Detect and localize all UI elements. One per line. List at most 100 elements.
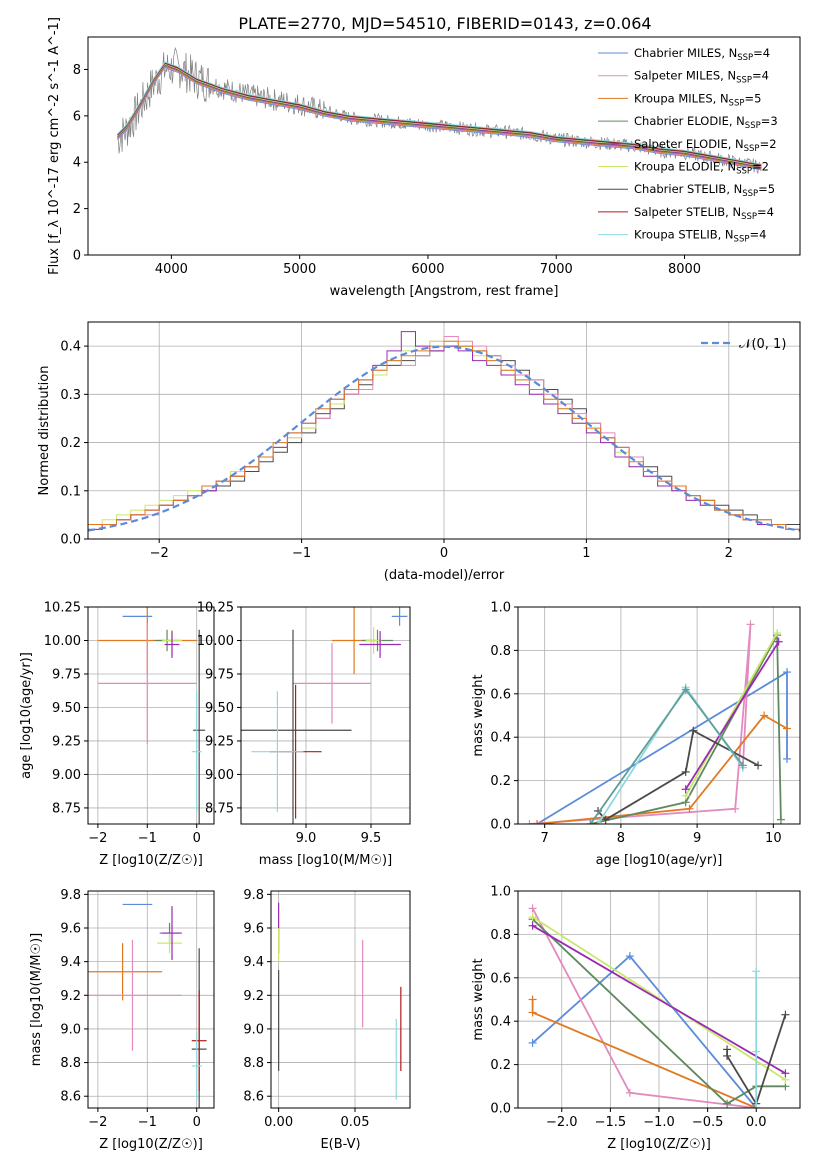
legend-count: =4 — [752, 69, 769, 83]
legend-label: Chabrier MILES, NSSP=4 — [634, 46, 770, 63]
plus-marker — [723, 1099, 732, 1108]
plus-marker — [594, 820, 603, 824]
plus-marker — [625, 952, 634, 961]
y-tick-label: 0.0 — [490, 1102, 511, 1117]
x-axis-label: Z [log10(Z/Z☉)] — [99, 853, 203, 868]
y-tick-label: 10.00 — [44, 634, 81, 649]
y-axis-label: mass weight — [471, 674, 486, 756]
y-tick-label: 9.50 — [52, 701, 81, 716]
x-tick-label: −1.5 — [595, 1115, 627, 1130]
plus-marker — [586, 820, 595, 824]
axes-frame — [87, 606, 215, 825]
x-tick-label: 8 — [617, 831, 625, 846]
x-tick-label: 5000 — [283, 262, 316, 277]
error-bar-point — [97, 623, 197, 744]
error-bar-point — [251, 691, 304, 812]
y-tick-label: 8.75 — [205, 801, 234, 816]
y-tick-label: 1.0 — [490, 885, 511, 900]
y-axis-label: Flux [f_λ 10^-17 erg cm^-2 s^-1 A^-1] — [47, 17, 62, 275]
x-tick-label: −1.0 — [643, 1115, 675, 1130]
y-tick-label: 9.50 — [205, 701, 234, 716]
plus-marker — [723, 1051, 732, 1060]
model-line — [117, 65, 762, 169]
plus-marker — [681, 785, 690, 794]
legend-count: =5 — [744, 91, 761, 105]
panel-weight-vs-age: 7 8 9 10 0.0 0.2 0.4 0.6 0.8 1.0 age [log10(age/yr… — [471, 601, 801, 868]
legend-count: =3 — [761, 114, 778, 128]
legend-subscript: SSP — [736, 167, 752, 177]
axes-frame — [240, 606, 411, 825]
y-tick-label: 9.6 — [60, 922, 81, 937]
plus-marker — [681, 767, 690, 776]
legend-label: Kroupa ELODIE, NSSP=2 — [634, 160, 769, 177]
y-tick-label: 9.4 — [60, 955, 81, 970]
x-tick-label: 6000 — [411, 262, 444, 277]
x-tick-label: 0 — [193, 831, 201, 846]
plot-area-residuals — [88, 331, 800, 532]
y-tick-label: 0.4 — [490, 1015, 511, 1030]
plus-marker — [528, 1008, 537, 1017]
axes-frame — [270, 890, 411, 1109]
y-tick-label: 8.75 — [52, 801, 81, 816]
legend-count: =4 — [749, 228, 766, 242]
legend-label: Salpeter STELIB, NSSP=4 — [634, 205, 774, 222]
plot-area-weight-vs-age — [525, 620, 792, 824]
x-axis-label: E(B-V) — [320, 1137, 360, 1152]
weight-line — [531, 999, 757, 1108]
x-tick-label: −2 — [150, 546, 169, 561]
weight-line — [684, 632, 778, 797]
plus-marker — [681, 685, 690, 694]
y-tick-label: 9.25 — [52, 734, 81, 749]
y-tick-label: 9.8 — [60, 888, 81, 903]
x-tick-label: 4000 — [155, 262, 188, 277]
y-tick-label: 8.6 — [243, 1090, 264, 1105]
y-tick-label: 10.25 — [44, 601, 81, 616]
y-tick-label: 0.2 — [60, 436, 81, 451]
x-axis-label: (data-model)/error — [384, 568, 505, 583]
plus-marker — [773, 629, 782, 638]
y-tick-label: 0 — [73, 249, 81, 264]
legend-label: Salpeter MILES, NSSP=4 — [634, 69, 769, 86]
x-tick-label: 0 — [193, 1115, 201, 1130]
x-tick-label: 7000 — [540, 262, 573, 277]
x-tick-label: 0.0 — [746, 1115, 767, 1130]
panel-mass-vs-EBV: 0.00 0.05 8.6 8.8 9.0 9.2 9.4 9.6 9.8 E(B-V) — [243, 888, 411, 1152]
x-tick-label: 9.0 — [296, 831, 317, 846]
panel-weight-vs-Z: −2.0 −1.5 −1.0 −0.5 0.0 0.0 0.2 0.4 0.6 0.8 1.0 Z [… — [471, 885, 801, 1152]
x-tick-label: 8000 — [668, 262, 701, 277]
x-tick-label: −2.0 — [546, 1115, 578, 1130]
x-tick-label: −1 — [138, 1115, 157, 1130]
y-axis-label: mass weight — [471, 958, 486, 1040]
weight-line — [536, 670, 788, 824]
y-tick-label: 10.00 — [197, 634, 234, 649]
legend-count: =4 — [757, 205, 774, 219]
legend-count: =5 — [758, 182, 775, 196]
y-tick-label: 4 — [73, 156, 81, 171]
y-tick-label: 9.25 — [205, 734, 234, 749]
y-tick-label: 10.25 — [197, 601, 234, 616]
plus-marker — [601, 815, 610, 824]
plus-marker — [525, 820, 534, 824]
y-tick-label: 8.8 — [60, 1056, 81, 1071]
y-axis-label: mass [log10(M/M☉)] — [29, 933, 44, 1066]
x-axis-label: Z [log10(Z/Z☉)] — [99, 1137, 203, 1152]
weight-line — [684, 641, 780, 790]
error-bar-point — [191, 1032, 202, 1100]
y-axis-label: age [log10(age/yr)] — [19, 652, 34, 779]
y-tick-label: 8 — [73, 63, 81, 78]
model-line — [117, 64, 762, 168]
y-tick-label: 0.1 — [60, 484, 81, 499]
y-tick-label: 9.2 — [243, 989, 264, 1004]
y-tick-label: 9.6 — [243, 922, 264, 937]
legend-subscript: SSP — [729, 98, 745, 108]
y-tick-label: 8.6 — [60, 1090, 81, 1105]
plot-area-age-vs-Z — [97, 607, 206, 824]
weight-line — [537, 714, 788, 824]
x-tick-label: −1 — [292, 546, 311, 561]
error-bar-point — [359, 631, 401, 658]
x-tick-label: 9.5 — [361, 831, 382, 846]
legend-label: Chabrier ELODIE, NSSP=3 — [634, 114, 778, 131]
y-tick-label: 0.2 — [490, 774, 511, 789]
error-bar-point — [191, 990, 207, 1092]
